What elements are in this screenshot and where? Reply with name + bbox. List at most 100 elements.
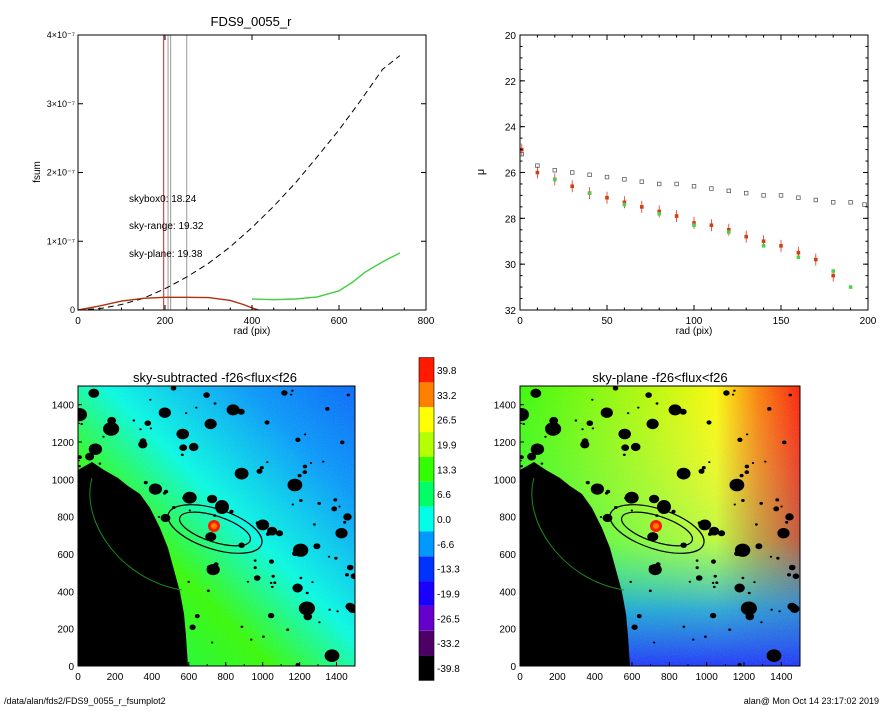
masked-source <box>298 601 315 616</box>
masked-source <box>122 630 130 637</box>
colorbar-label: -19.9 <box>437 590 460 601</box>
sky-plane-axes: 0 200 400 600 800 1000 1200 1400 0 200 400 600 800 10… <box>494 385 801 683</box>
colorbar-swatch <box>419 556 434 582</box>
fsum-plot-frame <box>77 34 427 311</box>
masked-source <box>734 543 751 557</box>
fsum-title: FDS9_0055_r <box>211 14 293 29</box>
colorbar-swatch <box>419 655 434 681</box>
y-tick-label: 600 <box>57 550 74 561</box>
masked-source <box>259 466 264 470</box>
masked-source <box>291 389 294 392</box>
x-tick-label: 0 <box>517 316 523 327</box>
masked-source <box>194 614 200 619</box>
masked-source <box>345 602 355 611</box>
masked-source <box>210 641 214 644</box>
masked-source <box>350 573 355 579</box>
masked-source <box>78 455 82 460</box>
annotation-sky-plane: sky-plane: 19.38 <box>129 249 203 260</box>
colorbar-label: 39.8 <box>437 366 457 377</box>
masked-source <box>773 506 780 512</box>
masked-source <box>617 660 620 663</box>
masked-source <box>590 483 605 495</box>
masked-source <box>176 428 189 440</box>
mu-point <box>535 170 540 175</box>
sky-plane-image <box>520 386 800 666</box>
masked-source <box>648 565 654 569</box>
masked-source <box>139 438 147 444</box>
x-tick-label: 0 <box>75 316 81 327</box>
masked-source <box>102 435 105 438</box>
masked-source <box>601 410 605 413</box>
colorbar-swatch <box>419 456 434 482</box>
masked-source <box>131 512 146 524</box>
masked-source <box>155 621 158 624</box>
y-tick-label: 1000 <box>52 475 75 486</box>
masked-source <box>737 437 743 442</box>
masked-source <box>322 460 325 463</box>
masked-source <box>281 390 288 396</box>
masked-source <box>550 549 559 556</box>
mu-point <box>657 181 662 187</box>
masked-source <box>338 505 341 508</box>
masked-source <box>113 607 117 610</box>
mu-point <box>622 202 627 207</box>
footer-path: /data/alan/fds2/FDS9_0055_r_fsumplot2 <box>4 696 166 706</box>
masked-source <box>520 455 524 460</box>
y-tick-label: 1200 <box>494 438 517 449</box>
mu-point <box>848 200 853 205</box>
colorbar-swatch <box>419 581 434 606</box>
fsum-xlabel: rad (pix) <box>234 326 271 337</box>
masked-source <box>788 564 796 571</box>
masked-source <box>207 494 218 504</box>
masked-source <box>775 498 780 502</box>
y-tick-label: 30 <box>505 260 517 271</box>
x-tick-label: 200 <box>549 672 566 683</box>
x-tick-label: 0 <box>75 672 81 683</box>
masked-source <box>343 513 352 521</box>
mu-point <box>796 255 801 260</box>
colorbar-swatch <box>419 531 434 557</box>
masked-source <box>577 573 581 577</box>
masked-source <box>545 531 561 545</box>
masked-source <box>85 452 95 461</box>
masked-source <box>78 465 81 468</box>
masked-source <box>697 521 702 525</box>
mu-axes: 0 50 100 150 200 20 22 24 26 28 30 32 <box>505 31 877 327</box>
masked-source <box>520 465 523 468</box>
mu-xlabel: rad (pix) <box>676 326 713 337</box>
x-tick-label: 200 <box>157 316 174 327</box>
masked-source <box>295 663 300 666</box>
x-tick-label: 1000 <box>252 672 275 683</box>
masked-source <box>149 427 153 430</box>
masked-source <box>778 610 781 613</box>
y-tick-label: 20 <box>505 31 517 42</box>
masked-source <box>324 649 340 662</box>
masked-source <box>712 585 716 589</box>
mu-data-layer <box>519 143 867 289</box>
y-tick-label: 800 <box>499 513 516 524</box>
masked-source <box>599 516 603 518</box>
masked-source <box>747 591 751 595</box>
masked-source <box>139 542 155 556</box>
masked-source <box>311 581 314 584</box>
masked-source <box>295 437 301 442</box>
colorbar-swatch <box>419 432 434 457</box>
mu-point <box>848 285 853 289</box>
masked-source <box>792 573 800 579</box>
masked-source <box>163 622 172 631</box>
masked-source <box>297 473 302 478</box>
y-tick-label: 0 <box>70 305 75 315</box>
masked-source <box>213 562 219 567</box>
mu-point <box>831 200 836 205</box>
masked-source <box>273 581 277 584</box>
masked-source <box>622 453 626 456</box>
mu-point <box>761 244 766 248</box>
masked-source <box>527 452 537 461</box>
masked-source <box>688 580 692 583</box>
masked-source <box>588 589 592 593</box>
masked-source <box>631 624 638 630</box>
x-tick-label: 150 <box>773 316 790 327</box>
masked-source <box>108 611 112 615</box>
mu-point <box>692 221 696 225</box>
masked-source <box>785 513 794 521</box>
